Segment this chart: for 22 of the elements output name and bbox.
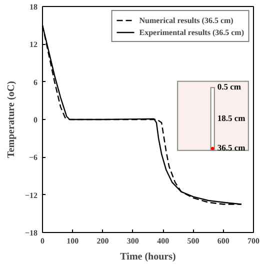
legend-label: Numerical results (36.5 cm) (139, 15, 234, 25)
y-axis-title: Temperature (oC) (6, 81, 17, 158)
annotation: 36.5 cm (217, 142, 246, 152)
x-tick-label: 300 (126, 236, 139, 246)
y-tick-label: −6 (28, 153, 38, 162)
y-tick-label: −12 (24, 190, 38, 200)
annotation: 0.5 cm (217, 82, 242, 92)
legend-label: Experimental results (36.5 cm) (139, 27, 244, 37)
x-tick-label: 600 (217, 236, 230, 246)
y-tick-label: −18 (24, 228, 38, 238)
x-tick-label: 100 (66, 236, 79, 246)
annotation: 18.5 cm (217, 112, 246, 123)
y-tick-label: 18 (30, 2, 38, 12)
x-tick-label: 700 (248, 236, 260, 246)
x-tick-label: 0 (40, 236, 44, 246)
y-tick-label: 6 (34, 78, 38, 87)
y-tick-label: 0 (34, 116, 38, 124)
x-axis-title: Time (hours) (120, 252, 176, 262)
y-tick-label: 12 (30, 40, 38, 50)
x-tick-label: 500 (187, 236, 200, 246)
x-tick-label: 200 (96, 236, 109, 246)
x-tick-label: 400 (157, 236, 170, 246)
